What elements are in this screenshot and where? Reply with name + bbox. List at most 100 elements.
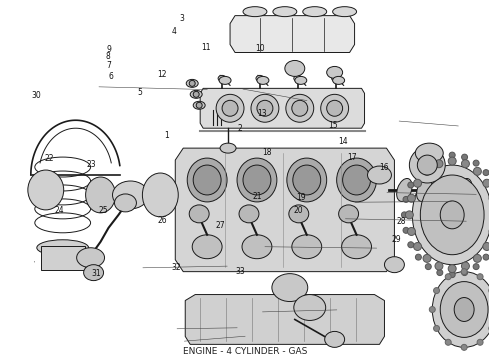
Ellipse shape xyxy=(440,282,488,337)
Ellipse shape xyxy=(403,197,409,202)
Ellipse shape xyxy=(143,173,178,217)
Polygon shape xyxy=(200,88,365,128)
Ellipse shape xyxy=(403,228,409,233)
Ellipse shape xyxy=(37,240,89,256)
Ellipse shape xyxy=(385,257,404,273)
Text: 12: 12 xyxy=(157,71,167,80)
Ellipse shape xyxy=(321,94,348,122)
Ellipse shape xyxy=(440,201,464,229)
Ellipse shape xyxy=(303,7,327,17)
Ellipse shape xyxy=(218,75,226,81)
Text: 7: 7 xyxy=(106,61,111,70)
Ellipse shape xyxy=(416,254,421,260)
Ellipse shape xyxy=(115,194,136,212)
Text: 18: 18 xyxy=(262,148,272,157)
Ellipse shape xyxy=(483,179,490,187)
Bar xyxy=(41,246,85,270)
Ellipse shape xyxy=(448,157,456,165)
Ellipse shape xyxy=(251,94,279,122)
Ellipse shape xyxy=(473,255,481,262)
Text: 8: 8 xyxy=(106,53,111,62)
Ellipse shape xyxy=(337,158,376,202)
Ellipse shape xyxy=(189,80,195,86)
Ellipse shape xyxy=(242,235,272,259)
Ellipse shape xyxy=(113,181,148,209)
Ellipse shape xyxy=(186,80,198,87)
Ellipse shape xyxy=(28,170,64,210)
Text: 32: 32 xyxy=(172,264,181,273)
Ellipse shape xyxy=(332,75,340,81)
Ellipse shape xyxy=(437,270,443,276)
Ellipse shape xyxy=(477,274,483,280)
Text: 29: 29 xyxy=(392,235,401,244)
Ellipse shape xyxy=(219,76,231,84)
Ellipse shape xyxy=(417,155,437,175)
Text: 23: 23 xyxy=(86,160,96,169)
Ellipse shape xyxy=(193,101,205,109)
Text: 13: 13 xyxy=(257,109,267,118)
Ellipse shape xyxy=(333,7,357,17)
Ellipse shape xyxy=(273,7,297,17)
Ellipse shape xyxy=(292,235,322,259)
Text: 16: 16 xyxy=(379,163,389,172)
Text: 14: 14 xyxy=(338,137,347,146)
Text: ENGINE - 4 CYLINDER - GAS: ENGINE - 4 CYLINDER - GAS xyxy=(183,347,307,356)
Ellipse shape xyxy=(222,100,238,116)
Ellipse shape xyxy=(425,160,431,166)
Ellipse shape xyxy=(76,248,104,268)
Ellipse shape xyxy=(325,332,344,347)
Ellipse shape xyxy=(327,100,343,116)
Text: 33: 33 xyxy=(235,267,245,276)
Ellipse shape xyxy=(192,235,222,259)
Ellipse shape xyxy=(462,154,467,160)
Ellipse shape xyxy=(256,75,264,81)
Ellipse shape xyxy=(483,170,489,176)
Ellipse shape xyxy=(193,91,199,97)
Ellipse shape xyxy=(449,152,455,158)
Ellipse shape xyxy=(445,274,451,280)
Ellipse shape xyxy=(243,165,271,195)
Ellipse shape xyxy=(294,294,326,320)
Ellipse shape xyxy=(408,194,416,202)
Ellipse shape xyxy=(435,262,443,270)
Ellipse shape xyxy=(343,165,370,195)
Ellipse shape xyxy=(434,288,440,293)
Text: 2: 2 xyxy=(238,123,243,132)
Ellipse shape xyxy=(416,170,421,176)
Ellipse shape xyxy=(462,270,467,276)
Text: 26: 26 xyxy=(157,216,167,225)
Ellipse shape xyxy=(408,228,416,235)
Text: 17: 17 xyxy=(347,153,357,162)
Text: 9: 9 xyxy=(107,45,112,54)
Ellipse shape xyxy=(289,205,309,223)
Ellipse shape xyxy=(342,235,371,259)
Polygon shape xyxy=(175,148,394,272)
Text: 5: 5 xyxy=(138,87,143,96)
Ellipse shape xyxy=(187,158,227,202)
Ellipse shape xyxy=(397,179,412,202)
Ellipse shape xyxy=(405,211,414,219)
Ellipse shape xyxy=(257,76,269,84)
Ellipse shape xyxy=(293,165,321,195)
Text: 19: 19 xyxy=(296,193,306,202)
Text: 22: 22 xyxy=(44,154,53,163)
Ellipse shape xyxy=(473,160,479,166)
Text: 27: 27 xyxy=(216,221,225,230)
Ellipse shape xyxy=(237,158,277,202)
Ellipse shape xyxy=(420,175,484,255)
Ellipse shape xyxy=(408,242,414,248)
Ellipse shape xyxy=(456,179,472,202)
Ellipse shape xyxy=(295,76,307,84)
Text: 10: 10 xyxy=(255,44,265,53)
Ellipse shape xyxy=(196,102,202,108)
Ellipse shape xyxy=(408,182,414,188)
Ellipse shape xyxy=(239,205,259,223)
Ellipse shape xyxy=(473,167,481,175)
Ellipse shape xyxy=(285,60,305,76)
Ellipse shape xyxy=(190,90,202,98)
Text: 30: 30 xyxy=(31,91,41,100)
Ellipse shape xyxy=(461,345,467,350)
Ellipse shape xyxy=(437,154,443,160)
Ellipse shape xyxy=(462,160,469,168)
Ellipse shape xyxy=(327,67,343,78)
